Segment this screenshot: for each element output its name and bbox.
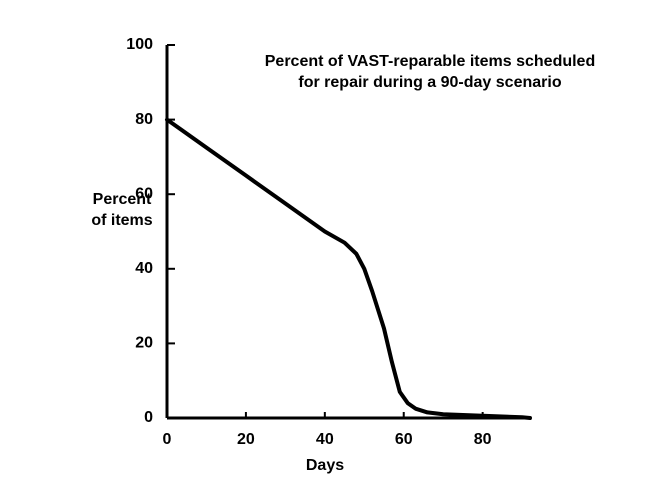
- x-tick-label: 40: [316, 431, 334, 448]
- y-tick-label: 80: [135, 111, 153, 128]
- y-axis-label: Percent: [93, 191, 152, 208]
- y-tick-label: 20: [135, 335, 153, 352]
- x-tick-label: 0: [163, 431, 172, 448]
- chart-title: for repair during a 90-day scenario: [298, 74, 561, 91]
- x-axis-label: Days: [306, 457, 344, 474]
- data-line: [165, 117, 532, 420]
- y-tick-label: 100: [126, 36, 153, 53]
- y-tick-label: 0: [144, 409, 153, 426]
- x-tick-label: 20: [237, 431, 255, 448]
- y-axis-label: of items: [91, 212, 152, 229]
- y-tick-label: 40: [135, 260, 153, 277]
- x-tick-label: 80: [474, 431, 492, 448]
- y-tick-label: 60: [135, 185, 153, 202]
- x-tick-label: 60: [395, 431, 413, 448]
- chart-title: Percent of VAST-reparable items schedule…: [265, 53, 595, 70]
